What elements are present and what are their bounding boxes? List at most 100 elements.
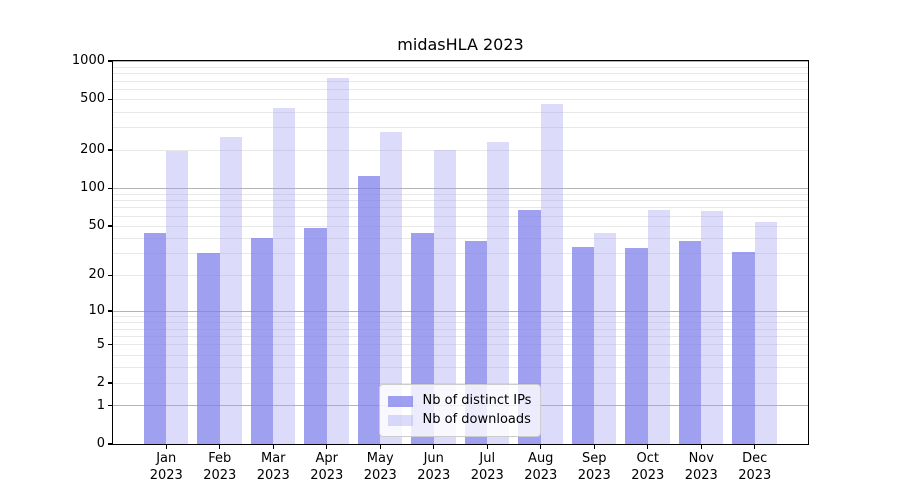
y-tick-mark-10 bbox=[108, 310, 113, 312]
x-tick-label-may: May 2023 bbox=[348, 451, 412, 484]
y-tick-mark-1000 bbox=[108, 60, 113, 62]
x-tick-mark-jun bbox=[433, 445, 435, 450]
x-tick-label-feb: Feb 2023 bbox=[188, 451, 252, 484]
x-tick-label-month: Apr bbox=[315, 451, 339, 466]
y-tick-label-50: 50 bbox=[88, 218, 105, 234]
y-tick-mark-2 bbox=[108, 382, 113, 384]
gridline-minor-600 bbox=[112, 89, 808, 91]
x-tick-label-year: 2023 bbox=[738, 467, 772, 483]
x-tick-label-mar: Mar 2023 bbox=[241, 451, 305, 484]
x-tick-label-month: Oct bbox=[636, 451, 659, 466]
x-tick-label-year: 2023 bbox=[256, 467, 290, 483]
y-tick-mark-200 bbox=[108, 149, 113, 151]
gridline-minor-8 bbox=[112, 321, 808, 323]
x-tick-label-jun: Jun 2023 bbox=[402, 451, 466, 484]
gridline-minor-200 bbox=[112, 149, 808, 151]
y-tick-label-500: 500 bbox=[80, 91, 105, 107]
bars-layer bbox=[113, 61, 808, 444]
legend-swatch-downloads bbox=[388, 414, 414, 426]
bar-downloads-jun bbox=[433, 150, 456, 444]
x-tick-label-year: 2023 bbox=[310, 467, 344, 483]
x-tick-mark-oct bbox=[647, 445, 649, 450]
x-tick-label-month: Mar bbox=[260, 451, 286, 466]
x-tick-label-aug: Aug 2023 bbox=[509, 451, 573, 484]
bar-distinct-ips-sep bbox=[571, 246, 595, 444]
x-tick-mark-apr bbox=[326, 445, 328, 450]
y-tick-mark-50 bbox=[108, 225, 113, 227]
legend-item-downloads: Nb of downloads bbox=[388, 412, 532, 428]
gridline-minor-30 bbox=[112, 253, 808, 255]
x-tick-mark-aug bbox=[540, 445, 542, 450]
bar-downloads-apr bbox=[326, 78, 349, 444]
x-tick-label-jul: Jul 2023 bbox=[455, 451, 519, 484]
x-tick-label-year: 2023 bbox=[363, 467, 397, 483]
x-tick-mark-jan bbox=[165, 445, 167, 450]
plot-area: Nb of distinct IPs Nb of downloads bbox=[111, 59, 810, 446]
x-tick-label-nov: Nov 2023 bbox=[669, 451, 733, 484]
x-tick-label-year: 2023 bbox=[470, 467, 504, 483]
x-tick-label-year: 2023 bbox=[631, 467, 665, 483]
gridline-minor-20 bbox=[112, 275, 808, 277]
gridline-minor-3 bbox=[112, 366, 808, 368]
bar-distinct-ips-feb bbox=[197, 253, 220, 444]
gridline-minor-4 bbox=[112, 354, 808, 356]
y-tick-label-5: 5 bbox=[96, 336, 105, 352]
x-tick-label-apr: Apr 2023 bbox=[295, 451, 359, 484]
bar-distinct-ips-nov bbox=[678, 240, 702, 444]
gridline-minor-500 bbox=[112, 99, 808, 101]
y-tick-label-10: 10 bbox=[88, 303, 105, 319]
gridline-minor-90 bbox=[112, 193, 808, 195]
gridline-minor-700 bbox=[112, 80, 808, 82]
x-tick-label-year: 2023 bbox=[149, 467, 183, 483]
gridline-minor-80 bbox=[112, 200, 808, 202]
bar-downloads-may bbox=[380, 132, 403, 444]
y-tick-label-1000: 1000 bbox=[71, 53, 105, 68]
legend-item-distinct-ips: Nb of distinct IPs bbox=[388, 393, 532, 409]
bar-downloads-jan bbox=[166, 150, 189, 444]
x-tick-label-month: Nov bbox=[688, 451, 714, 466]
bar-downloads-feb bbox=[219, 137, 242, 444]
y-tick-label-100: 100 bbox=[80, 180, 105, 196]
bar-downloads-sep bbox=[594, 232, 617, 444]
bar-downloads-nov bbox=[701, 210, 724, 444]
bar-distinct-ips-may bbox=[357, 176, 381, 444]
x-tick-label-month: Aug bbox=[528, 451, 554, 466]
gridlines-layer bbox=[112, 60, 808, 444]
legend: Nb of distinct IPs Nb of downloads bbox=[379, 384, 542, 438]
y-tick-mark-0 bbox=[108, 443, 113, 445]
x-tick-label-month: Jul bbox=[479, 451, 496, 466]
x-tick-label-month: Jun bbox=[423, 451, 444, 466]
legend-swatch-distinct-ips bbox=[388, 395, 414, 407]
bar-downloads-dec bbox=[754, 221, 777, 444]
bar-downloads-aug bbox=[540, 104, 563, 444]
y-tick-label-20: 20 bbox=[88, 267, 105, 283]
bar-downloads-mar bbox=[273, 107, 296, 444]
y-tick-mark-20 bbox=[108, 274, 113, 276]
gridline-minor-900 bbox=[112, 66, 808, 68]
chart-title: midasHLA 2023 bbox=[397, 35, 524, 54]
x-tick-label-month: Jan bbox=[156, 451, 177, 466]
bar-downloads-jul bbox=[487, 141, 510, 444]
x-tick-label-dec: Dec 2023 bbox=[723, 451, 787, 484]
bar-distinct-ips-oct bbox=[625, 248, 648, 444]
y-tick-mark-1 bbox=[108, 404, 113, 407]
y-tick-mark-5 bbox=[108, 344, 113, 346]
gridline-minor-9 bbox=[112, 316, 808, 318]
y-tick-label-1: 1 bbox=[96, 397, 105, 413]
y-tick-label-0: 0 bbox=[96, 436, 105, 451]
x-tick-mark-sep bbox=[593, 445, 595, 450]
gridline-minor-6 bbox=[112, 335, 808, 337]
x-tick-label-sep: Sep 2023 bbox=[562, 451, 626, 484]
legend-label-distinct-ips: Nb of distinct IPs bbox=[422, 393, 532, 409]
legend-label-downloads: Nb of downloads bbox=[422, 412, 531, 428]
y-tick-label-2: 2 bbox=[96, 375, 105, 391]
gridline-minor-70 bbox=[112, 207, 808, 209]
x-tick-label-oct: Oct 2023 bbox=[616, 451, 680, 484]
x-tick-label-month: Feb bbox=[208, 451, 232, 466]
x-tick-mark-feb bbox=[219, 445, 221, 450]
gridline-minor-40 bbox=[112, 237, 808, 239]
x-tick-label-year: 2023 bbox=[577, 467, 611, 483]
x-tick-label-month: May bbox=[366, 451, 394, 466]
x-tick-mark-jul bbox=[486, 445, 488, 450]
gridline-major-100 bbox=[112, 187, 808, 189]
